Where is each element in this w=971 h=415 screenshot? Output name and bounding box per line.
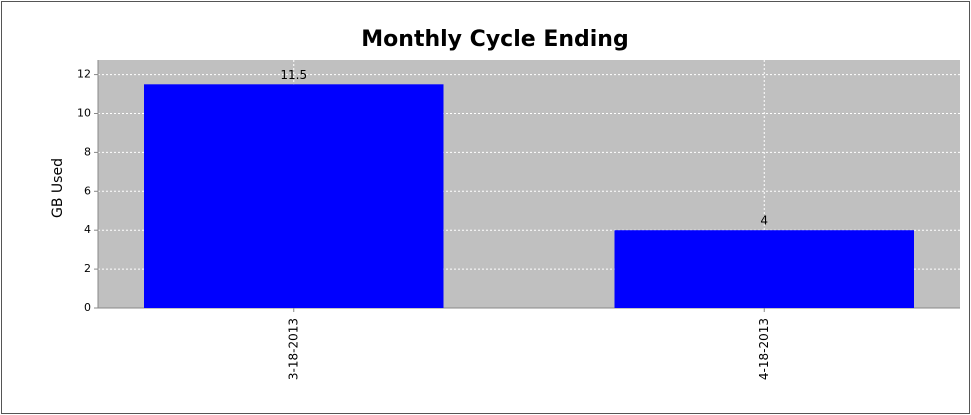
- y-tick-label: 2: [84, 262, 91, 275]
- bar: [144, 84, 444, 309]
- y-tick-label: 10: [77, 106, 91, 119]
- x-tick-label: 4-18-2013: [757, 318, 771, 380]
- y-tick-label: 0: [84, 301, 91, 314]
- chart-title: Monthly Cycle Ending: [361, 27, 628, 52]
- y-tick-label: 8: [84, 145, 91, 158]
- y-axis-label: GB Used: [50, 158, 66, 218]
- bar: [614, 230, 914, 308]
- value-label: 4: [760, 214, 768, 228]
- y-tick-label: 6: [84, 184, 91, 197]
- value-label: 11.5: [280, 68, 307, 82]
- x-tick-label: 3-18-2013: [286, 318, 300, 380]
- y-tick-label: 12: [77, 68, 91, 81]
- y-tick-label: 4: [84, 223, 91, 236]
